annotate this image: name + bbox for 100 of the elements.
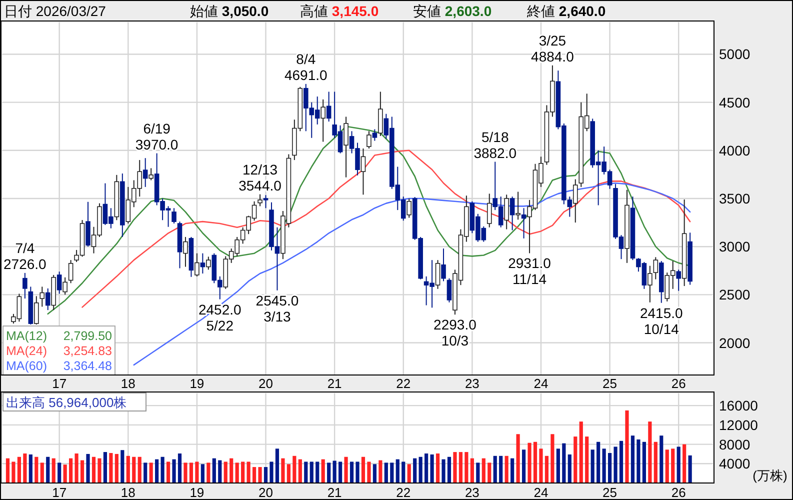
bar — [614, 446, 618, 483]
bar — [556, 448, 560, 483]
bar — [258, 467, 262, 483]
x-tick-label: 26 — [671, 485, 686, 500]
bar — [40, 462, 44, 483]
bar — [281, 458, 285, 483]
bar — [671, 448, 675, 483]
bar — [510, 458, 514, 483]
bar — [378, 460, 382, 483]
bar — [413, 458, 417, 483]
bar — [160, 456, 164, 483]
y-tick-label: 4000 — [719, 142, 750, 158]
bar — [568, 454, 572, 483]
text: 日付 2026/03/27 — [4, 3, 106, 19]
bar — [608, 453, 612, 483]
candlestick — [183, 236, 188, 268]
line-series — [133, 182, 691, 366]
x-tick-label: 26 — [671, 376, 686, 391]
candlestick — [344, 116, 348, 178]
bar — [69, 458, 73, 483]
candlestick — [68, 260, 74, 284]
bar — [585, 436, 589, 483]
bar — [28, 454, 32, 483]
bar — [499, 456, 503, 483]
candlestick — [366, 130, 372, 149]
candlestick — [326, 91, 332, 122]
bar — [574, 436, 578, 483]
x-tick-label: 24 — [534, 485, 548, 500]
bar — [218, 460, 222, 483]
bar — [688, 455, 692, 483]
bar — [275, 448, 280, 483]
bar — [92, 456, 96, 483]
candlestick — [372, 128, 378, 142]
bar — [676, 446, 680, 483]
candlestick — [406, 198, 412, 218]
bar — [476, 462, 480, 483]
candlestick — [486, 193, 492, 228]
bar — [230, 458, 234, 483]
bar — [458, 452, 463, 483]
x-tick-label: 18 — [120, 485, 136, 500]
annotation: 出来高 56,964,000株 — [6, 395, 127, 410]
candlestick — [504, 194, 509, 230]
annotation: 3/25 4884.0 — [531, 32, 574, 64]
annotation: 2415.0 10/14 — [640, 304, 684, 337]
bar — [361, 456, 366, 483]
annotation: 5/18 3882.0 — [474, 128, 517, 161]
bar — [590, 450, 594, 483]
bar — [562, 443, 566, 483]
bar — [528, 442, 532, 483]
legend: MA(12) 2,799.50 MA(24) 3,254.83 MA(60) 3,364.48 — [2, 326, 116, 376]
bar — [321, 459, 325, 483]
y-tick-label: 2000 — [719, 334, 750, 351]
text: 終値 2,640.0 — [526, 3, 606, 19]
bar — [286, 464, 290, 483]
bar — [338, 462, 342, 483]
bar — [625, 410, 629, 483]
bar — [516, 434, 520, 483]
annotation: 7/4 2726.0 — [4, 240, 47, 272]
x-tick-label: 20 — [258, 376, 273, 391]
bar — [172, 459, 176, 483]
candlestick — [653, 256, 658, 280]
bar — [682, 444, 686, 483]
y-tick-label: 8000 — [719, 436, 750, 452]
y-tick-label: 5000 — [719, 46, 750, 62]
bar — [292, 456, 296, 483]
x-tick-label: 23 — [464, 485, 480, 500]
x-tick-label: 22 — [396, 376, 411, 391]
bar — [63, 464, 67, 483]
bar — [166, 462, 170, 483]
candlestick — [62, 276, 68, 296]
y-tick-label: 2500 — [719, 286, 750, 303]
text: 安値 2,603.0 — [413, 3, 492, 19]
x-tick-label: 20 — [258, 485, 273, 500]
candlestick — [258, 194, 262, 207]
candlestick — [200, 252, 206, 274]
bar — [453, 452, 457, 483]
bar — [132, 456, 136, 483]
bar — [442, 459, 446, 483]
candlestick — [22, 272, 28, 300]
text: 高値 3,145.0 — [300, 3, 379, 19]
bar — [648, 422, 652, 483]
bar — [390, 462, 394, 483]
y-tick-label: 3000 — [719, 238, 750, 255]
bar — [418, 456, 422, 483]
x-tick-label: 24 — [534, 376, 548, 391]
volume-box: 出来高 56,964,000株 — [2, 392, 146, 412]
candlestick — [435, 260, 440, 290]
bar — [356, 462, 360, 483]
bar — [310, 462, 314, 483]
bar — [126, 456, 130, 483]
candlestick — [572, 178, 578, 224]
bar — [184, 462, 188, 483]
bar — [80, 460, 84, 483]
bar — [155, 459, 159, 483]
x-tick-label: 18 — [120, 376, 136, 391]
candlestick — [360, 148, 366, 196]
bar — [344, 456, 348, 483]
candlestick — [521, 208, 526, 239]
candlestick — [441, 248, 446, 282]
bar — [424, 453, 428, 483]
